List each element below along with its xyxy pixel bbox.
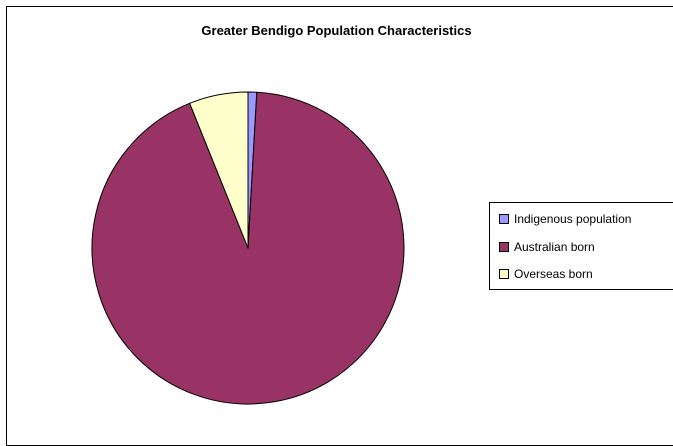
legend-swatch-overseas-born: [499, 269, 509, 279]
legend-label-overseas-born: Overseas born: [514, 267, 593, 281]
pie-slice-overseas-born: [189, 91, 249, 249]
legend-label-australian-born: Australian born: [514, 240, 595, 254]
chart-title: Greater Bendigo Population Characteristi…: [201, 23, 472, 38]
legend-item-overseas-born: Overseas born: [499, 266, 593, 282]
legend-label-indigenous-population: Indigenous population: [514, 212, 632, 226]
legend: Indigenous population Australian born Ov…: [489, 202, 673, 290]
legend-item-australian-born: Australian born: [499, 239, 595, 255]
legend-item-indigenous-population: Indigenous population: [499, 211, 631, 227]
legend-swatch-indigenous-population: [499, 214, 509, 224]
legend-swatch-australian-born: [499, 242, 509, 252]
